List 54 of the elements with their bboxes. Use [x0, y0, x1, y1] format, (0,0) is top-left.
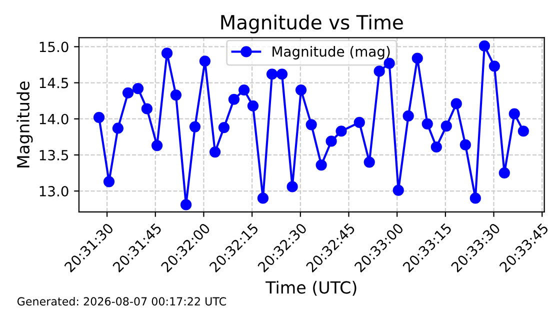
point: [266, 68, 278, 80]
point: [122, 87, 134, 98]
point: [402, 110, 414, 122]
point: [440, 120, 452, 132]
x-axis-title: Time (UTC): [266, 280, 356, 296]
point: [336, 126, 347, 137]
point: [141, 103, 153, 114]
point: [374, 66, 385, 77]
point: [295, 84, 307, 96]
point: [364, 156, 375, 168]
point: [257, 192, 269, 204]
point: [132, 83, 144, 94]
point: [518, 126, 529, 137]
point: [189, 121, 201, 132]
point: [199, 56, 211, 67]
point: [488, 60, 500, 72]
point: [151, 140, 163, 152]
point: [498, 167, 510, 179]
point: [384, 58, 395, 69]
point: [422, 118, 433, 130]
point: [161, 48, 173, 59]
point: [93, 112, 105, 123]
point: [228, 94, 240, 105]
point: [247, 100, 259, 112]
y-tick-label: 13.0: [40, 186, 68, 196]
point: [470, 192, 481, 204]
point: [238, 84, 250, 96]
point: [286, 181, 298, 192]
point: [276, 68, 288, 80]
point: [460, 139, 471, 150]
point: [112, 122, 124, 134]
point: [209, 146, 221, 158]
y-tick-label: 15.0: [40, 42, 68, 52]
point: [430, 141, 442, 153]
point: [180, 199, 192, 210]
point: [412, 52, 423, 64]
point: [316, 159, 327, 171]
y-tick-label: 14.0: [40, 114, 68, 124]
point: [478, 40, 490, 52]
chart-title: Magnitude vs Time: [221, 14, 403, 34]
y-axis-title: Magnitude: [16, 82, 33, 168]
point: [306, 119, 317, 130]
point: [354, 116, 365, 128]
point: [218, 122, 230, 134]
point: [170, 89, 182, 101]
text: Generated: 2026-08-07 00:17:22 UTC: [17, 296, 226, 306]
point: [450, 98, 462, 110]
point: [508, 108, 520, 120]
point: [103, 176, 115, 188]
y-tick-label: 14.5: [40, 78, 68, 88]
y-tick-label: 13.5: [40, 150, 68, 160]
point: [326, 136, 337, 147]
point: [392, 184, 404, 196]
legend-label: Magnitude (mag): [272, 46, 390, 60]
